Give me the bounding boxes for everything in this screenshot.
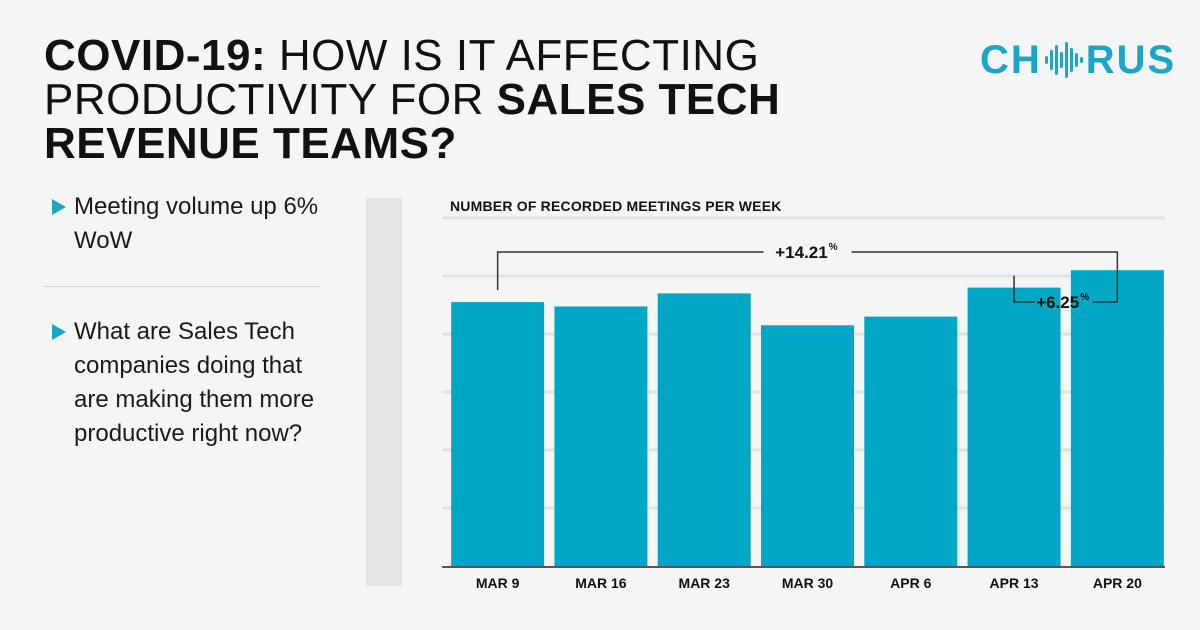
- headline-teams: SALES TECH REVENUE TEAMS?: [44, 75, 781, 168]
- x-tick-label: APR 6: [890, 575, 931, 591]
- annotation-label: +14.21: [775, 243, 827, 262]
- logo-text-right: RUS: [1085, 37, 1177, 82]
- bar: [864, 316, 958, 566]
- annotation-bracket: [496, 251, 1119, 291]
- logo-text-left: CH: [980, 37, 1042, 82]
- headline: COVID-19: HOW IS IT AFFECTING PRODUCTIVI…: [44, 34, 804, 166]
- x-tick-label: APR 20: [1093, 575, 1142, 591]
- annotation-suffix: %: [829, 242, 838, 253]
- x-tick-label: MAR 16: [575, 575, 627, 591]
- bar: [1070, 270, 1164, 566]
- annotation-label: +6.25: [1036, 293, 1079, 312]
- bar: [451, 302, 545, 566]
- x-tick-label: MAR 30: [782, 575, 834, 591]
- annotation-bracket: [1013, 264, 1119, 303]
- chart-title: NUMBER OF RECORDED MEETINGS PER WEEK: [450, 198, 782, 214]
- triangle-right-icon: [52, 199, 66, 215]
- bullet-text: Meeting volume up 6% WoW: [74, 193, 319, 254]
- soundwave-icon: [1044, 42, 1083, 78]
- bullet-list: Meeting volume up 6% WoW What are Sales …: [44, 190, 324, 451]
- annotation-suffix: %: [1080, 292, 1089, 303]
- x-tick-label: APR 13: [990, 575, 1039, 591]
- headline-question: HOW IS IT AFFECTING PRODUCTIVITY FOR: [44, 31, 760, 124]
- bar: [657, 293, 751, 566]
- chorus-logo: CH RUS: [980, 37, 1177, 82]
- bullet-text: What are Sales Tech companies doing that…: [74, 318, 315, 447]
- triangle-right-icon: [52, 324, 66, 340]
- decorative-bar: [366, 198, 402, 586]
- bar: [554, 306, 648, 566]
- bar: [967, 287, 1061, 566]
- bar: [761, 325, 854, 566]
- x-tick-label: MAR 9: [476, 575, 520, 591]
- x-tick-label: MAR 23: [679, 575, 731, 591]
- divider: [44, 286, 320, 287]
- bullet-item: What are Sales Tech companies doing that…: [44, 315, 324, 451]
- headline-covid: COVID-19:: [44, 31, 267, 80]
- bullet-item: Meeting volume up 6% WoW: [44, 190, 324, 258]
